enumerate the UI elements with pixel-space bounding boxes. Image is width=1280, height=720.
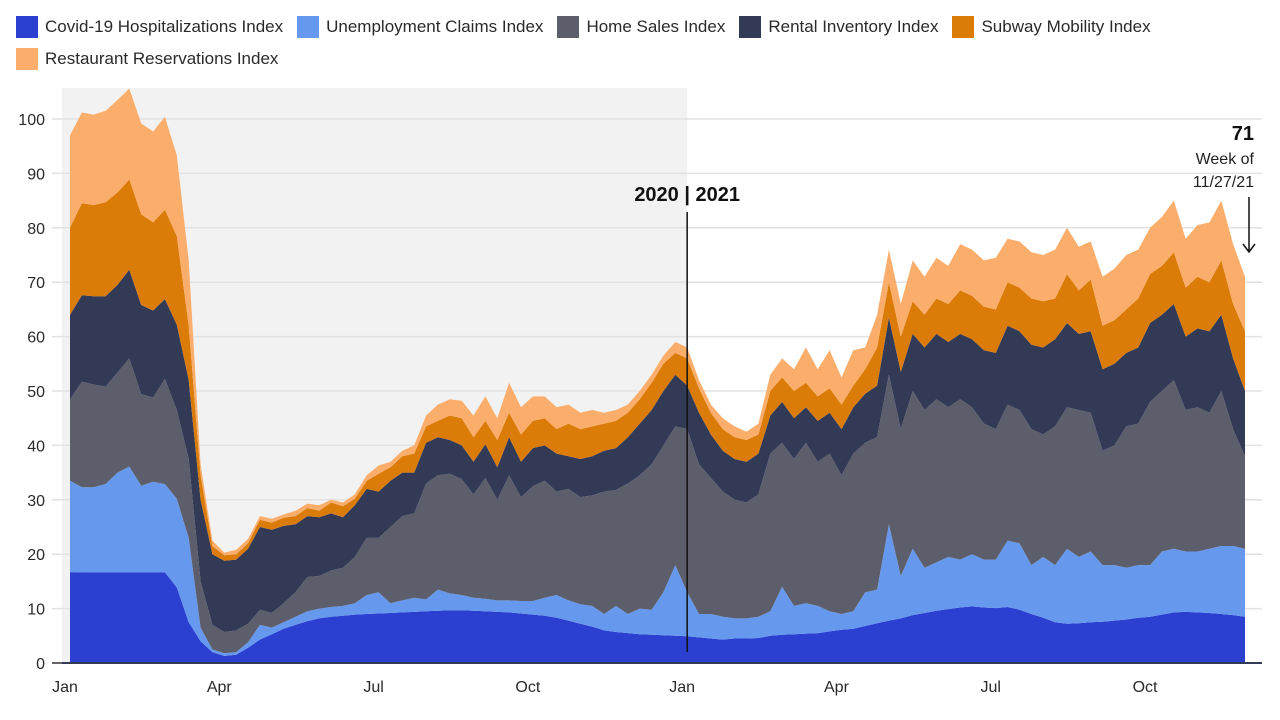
year-divider-label: 2020 | 2021	[634, 184, 740, 206]
legend-item[interactable]: Covid-19 Hospitalizations Index	[16, 14, 283, 40]
end-date-label: 11/27/21	[1193, 174, 1254, 191]
x-tick-label: Oct	[1133, 679, 1158, 696]
chart-legend: Covid-19 Hospitalizations Index Unemploym…	[16, 14, 1266, 72]
x-tick-label: Apr	[824, 679, 850, 696]
area-series-2	[70, 358, 1245, 654]
x-tick-label: Apr	[207, 679, 233, 696]
area-series-1	[70, 466, 1245, 656]
legend-label: Rental Inventory Index	[768, 17, 939, 36]
y-tick-label: 90	[27, 166, 45, 183]
y-tick-label: 40	[27, 438, 45, 455]
legend-label: Subway Mobility Index	[981, 17, 1151, 36]
legend-swatch	[557, 16, 580, 38]
y-tick-label: 70	[27, 275, 45, 292]
legend-swatch	[739, 16, 762, 38]
y-tick-label: 50	[27, 384, 45, 401]
legend-item[interactable]: Home Sales Index	[557, 14, 725, 40]
legend-label: Restaurant Reservations Index	[45, 49, 279, 68]
down-arrow-icon	[1242, 197, 1256, 254]
legend-swatch	[952, 16, 975, 38]
y-tick-label: 80	[27, 221, 45, 238]
x-axis-ticks: Jan Apr Jul Oct Jan Apr Jul Oct	[52, 679, 1158, 696]
legend-label: Unemployment Claims Index	[326, 17, 544, 36]
y-tick-label: 20	[27, 547, 45, 564]
y-tick-label: 30	[27, 493, 45, 510]
end-week-label: Week of	[1196, 151, 1255, 168]
legend-item[interactable]: Rental Inventory Index	[739, 14, 938, 40]
y-tick-label: 100	[18, 112, 45, 129]
legend-swatch	[16, 16, 38, 38]
legend-swatch	[297, 16, 320, 38]
area-series-3	[70, 269, 1245, 632]
y-tick-label: 60	[27, 330, 45, 347]
y-tick-label: 0	[36, 656, 45, 673]
y-axis-ticks: 0 10 20 30 40 50 60 70 80 90 100	[18, 112, 62, 673]
x-tick-label: Jan	[52, 679, 78, 696]
y-tick-label: 10	[27, 602, 45, 619]
x-tick-label: Jul	[981, 679, 1001, 696]
area-series-0	[70, 572, 1245, 663]
x-tick-label: Jul	[363, 679, 383, 696]
legend-item[interactable]: Restaurant Reservations Index	[16, 46, 278, 72]
area-layers	[70, 88, 1245, 663]
legend-swatch	[16, 48, 38, 70]
legend-label: Home Sales Index	[586, 17, 726, 36]
x-tick-label: Oct	[515, 679, 540, 696]
x-tick-label: Jan	[669, 679, 695, 696]
legend-label: Covid-19 Hospitalizations Index	[45, 17, 284, 36]
end-value-label: 71	[1232, 123, 1254, 145]
legend-item[interactable]: Subway Mobility Index	[952, 14, 1151, 40]
legend-item[interactable]: Unemployment Claims Index	[297, 14, 543, 40]
